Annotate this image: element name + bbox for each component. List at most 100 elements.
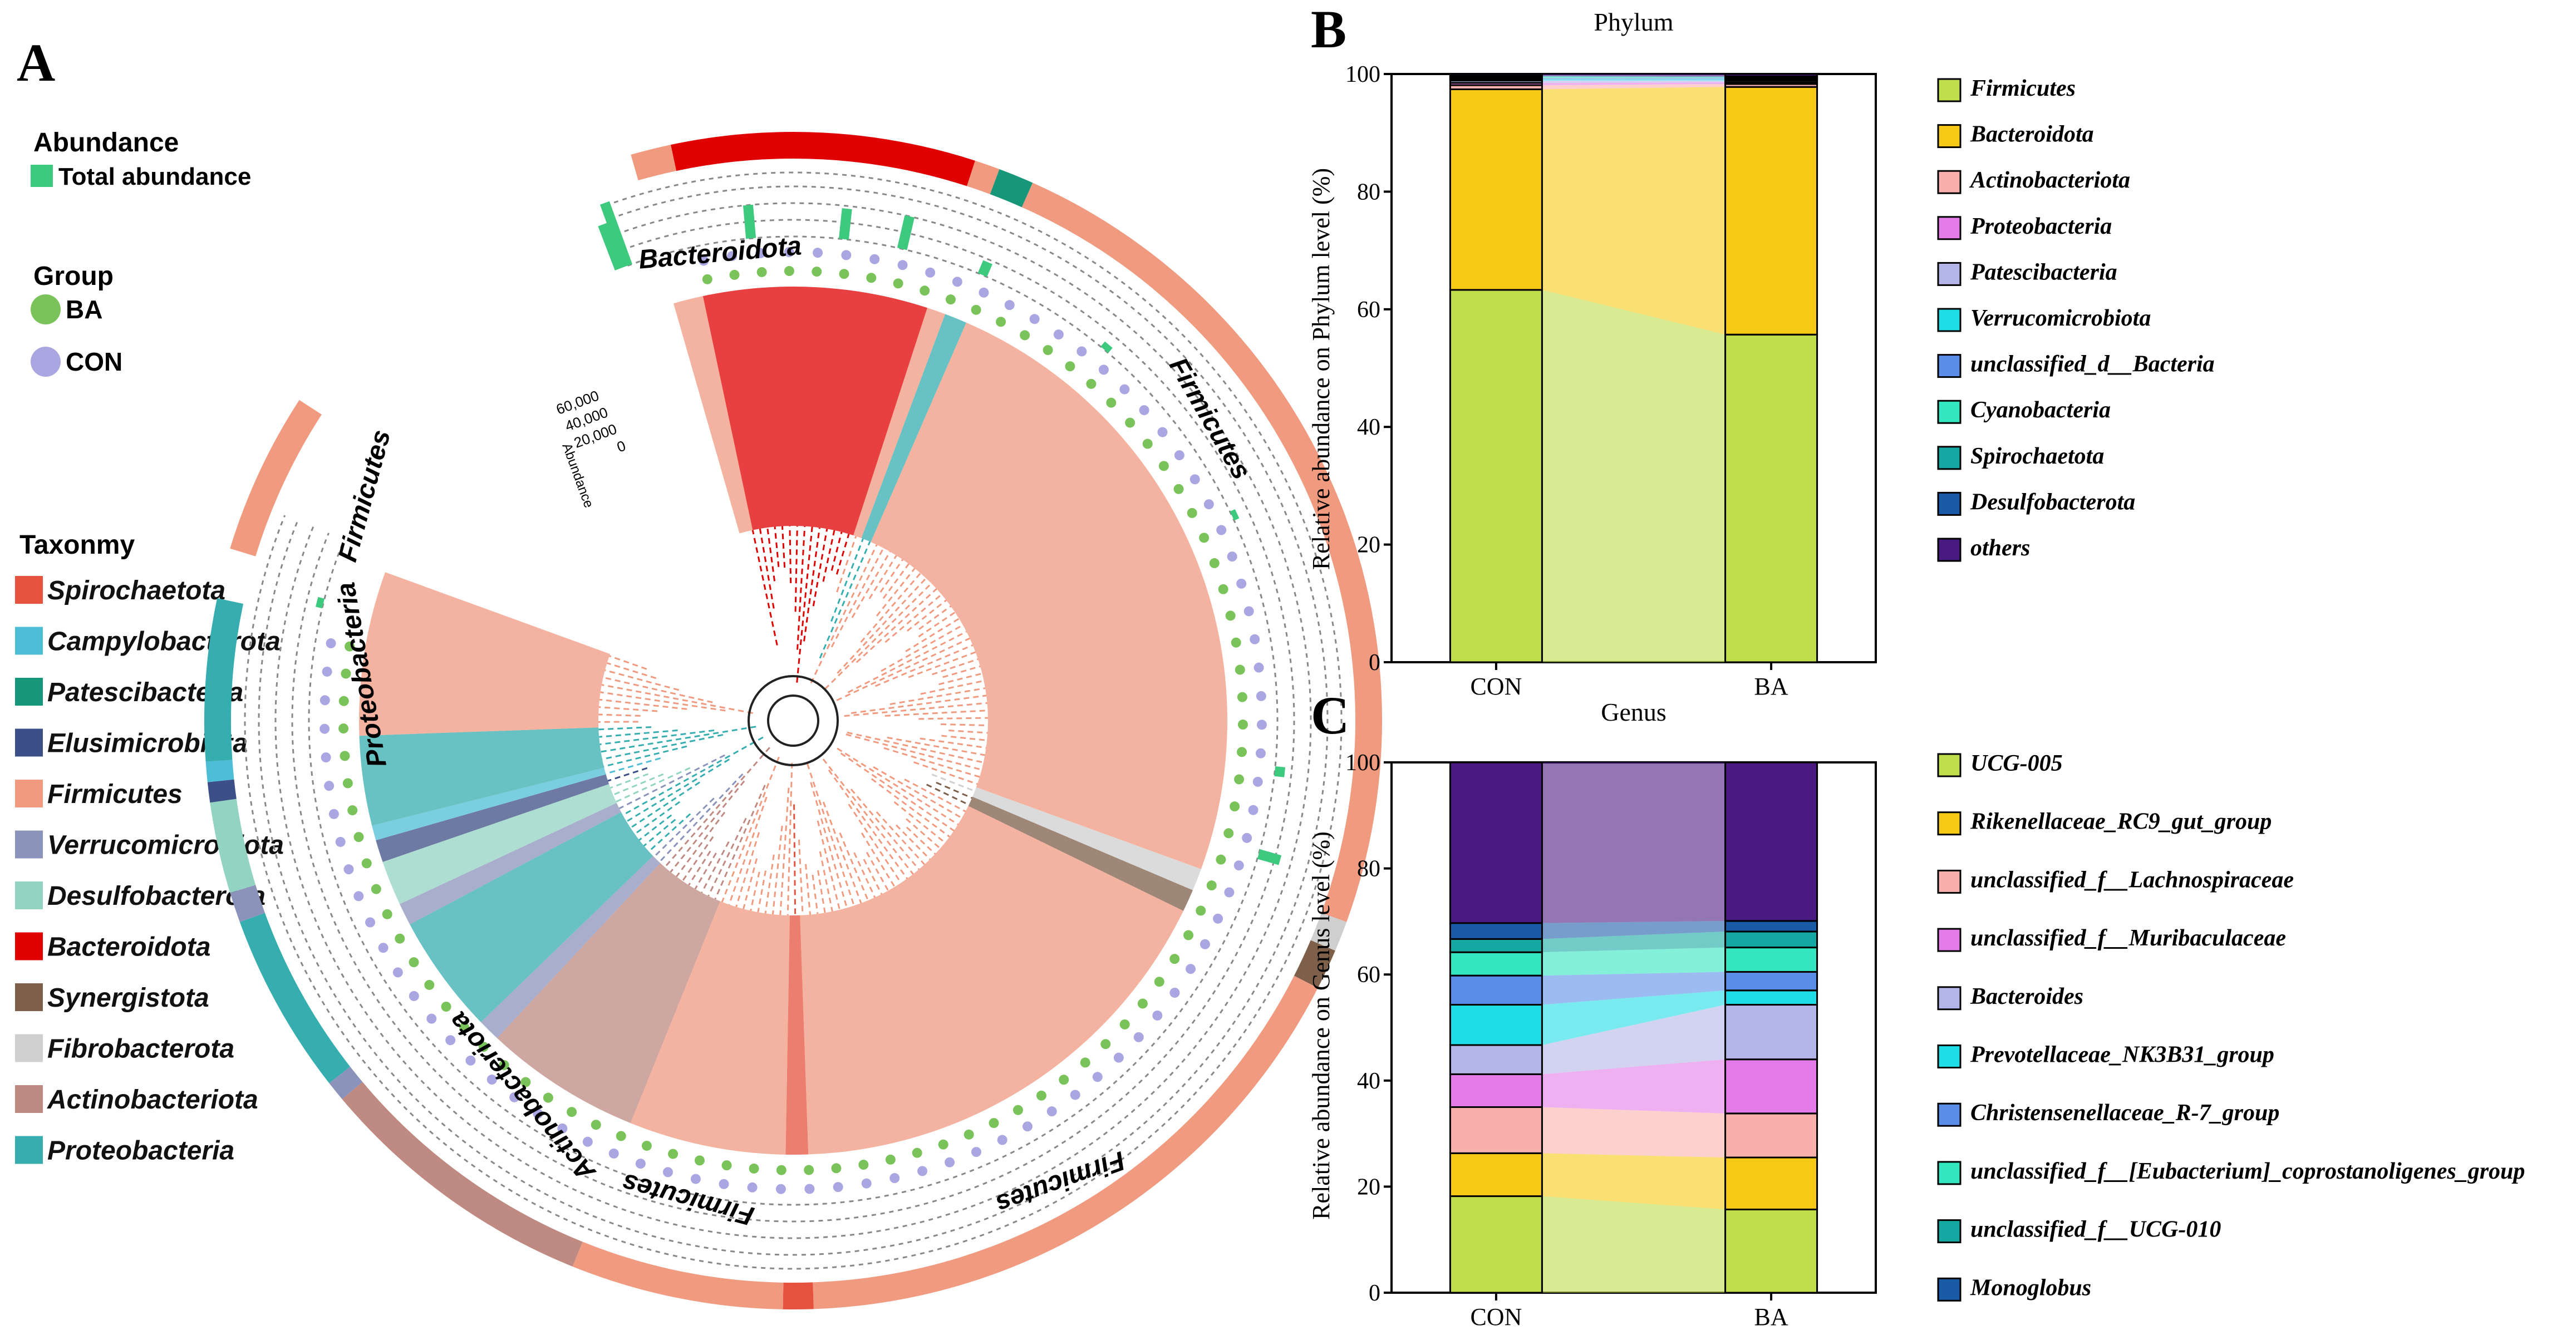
bar-segment-ba-others	[1724, 73, 1818, 77]
phylum-ring-firmicutes	[572, 1242, 784, 1309]
legend-swatch-ucg-005	[1937, 753, 1962, 777]
legend-swatch-unclassified-d-bacteria	[1937, 354, 1962, 378]
group-dot-con	[465, 1055, 476, 1066]
group-dot-ba	[1237, 692, 1247, 702]
group-dot-ba	[395, 933, 405, 944]
group-dot-ba	[1169, 954, 1180, 964]
tree-branch	[908, 651, 976, 678]
tree-branch	[601, 684, 753, 714]
x-tick-label-con: CON	[1470, 673, 1522, 700]
phylum-ring-spirochaetota	[783, 1282, 814, 1309]
group-dot-con	[997, 1135, 1007, 1145]
ribbon-others	[1542, 74, 1725, 77]
bar-segment-ba-unclassified-f-muribaculaceae	[1724, 1058, 1818, 1115]
tree-branch	[599, 729, 715, 746]
tree-branch	[847, 630, 967, 693]
group-dot-ba	[749, 1163, 759, 1174]
group-dot-ba	[1187, 508, 1197, 518]
panel-c-legend: UCG-005 Rikenellaceae_RC9_gut_groupunclas…	[1937, 751, 2525, 1302]
legend-label-patescibacteria: Patescibacteria	[1970, 259, 2117, 285]
clade-sector-actinobacteriota	[497, 863, 720, 1124]
tree-branch	[714, 785, 766, 900]
guide-circle	[244, 171, 1343, 1270]
group-dot-con	[1253, 662, 1264, 673]
x-tick-label-ba: BA	[1754, 673, 1788, 700]
clade-sector-verrucomicrobiota	[480, 856, 661, 1038]
tree-branch	[948, 730, 988, 734]
taxonomy-label-verrucomicrobiota: Verrucomicrobiota	[47, 831, 284, 860]
y-tick-label: 80	[1357, 856, 1380, 882]
group-dot-ba	[1196, 905, 1206, 916]
legend-swatch-others	[1937, 538, 1962, 562]
group-dot-ba	[1235, 664, 1245, 675]
group-dot-con	[486, 1075, 497, 1085]
group-dot-con	[979, 287, 989, 298]
clade-sector-bacteroidota	[702, 287, 928, 536]
tree-branch	[658, 773, 744, 863]
group-dot-con	[1113, 1052, 1124, 1063]
group-dot-con	[775, 1184, 786, 1194]
group-dot-ba	[591, 1120, 601, 1130]
tree-branch	[599, 729, 678, 738]
legend-swatch-spirochaetota	[1937, 446, 1962, 470]
group-dot-ba	[812, 267, 822, 277]
tree-branch	[828, 769, 908, 879]
phylum-ring-elusimicrobiota	[207, 779, 237, 803]
tree-branch	[851, 551, 891, 618]
ribbon-rikenellaceae-rc9-gut-group	[1542, 1153, 1725, 1210]
group-dot-ba	[616, 1131, 626, 1141]
tree-branch	[881, 624, 963, 672]
group-dot-ba	[1237, 747, 1247, 757]
group-dot-ba	[858, 1160, 869, 1170]
taxonomy-label-spirochaetota: Spirochaetota	[47, 576, 225, 605]
phylum-ring-proteobacteria	[239, 913, 351, 1083]
group-dot-con	[1213, 913, 1223, 924]
taxonomy-swatch-fibrobacterota	[15, 1034, 43, 1062]
ribbon-unclassified-f-ucg-010	[1542, 932, 1725, 953]
legend-swatch-unclassified-f-eubacterium-coprostanoligenes-group	[1937, 1161, 1962, 1185]
tree-branch	[844, 702, 987, 717]
tree-branch	[602, 733, 724, 760]
group-dot-ba	[1142, 439, 1153, 449]
group-dot-ba	[1059, 1075, 1069, 1085]
group-dot-ba	[345, 641, 355, 652]
x-tick-label-ba: BA	[1754, 1303, 1788, 1331]
tree-branch	[876, 811, 926, 865]
abundance-bar	[1274, 766, 1286, 777]
group-dot-ba	[729, 269, 740, 280]
legend-label-unclassified-f-muribaculaceae: unclassified_f__Muribaculaceae	[1970, 925, 2286, 951]
group-dot-con	[1255, 748, 1266, 758]
ribbon-unclassified-f-eubacterium-coprostanoligenes-group	[1542, 947, 1725, 976]
clade-sector-desulfobacterota	[382, 784, 617, 904]
bar-segment-ba-others	[1724, 761, 1818, 922]
bar-segment-ba-monoglobus	[1724, 920, 1818, 933]
clade-sector-verrucomicrobiota	[400, 802, 621, 925]
panel-c-y-axis-title: Relative abundance on Genus level (%)	[1307, 831, 1335, 1220]
legend-label-bacteroides: Bacteroides	[1970, 984, 2083, 1009]
group-dot-con	[662, 1167, 673, 1178]
tree-branch	[830, 538, 864, 622]
group-dot-con	[1186, 964, 1196, 974]
tree-branch	[676, 811, 726, 878]
tree-branch	[835, 534, 850, 575]
group-dot-ba	[342, 778, 353, 789]
taxonomy-label-firmicutes: Firmicutes	[47, 780, 183, 809]
group-dot-ba	[499, 1060, 509, 1070]
group-dot-con	[378, 943, 389, 953]
group-dot-con	[1248, 805, 1258, 815]
tree-branch	[926, 784, 970, 806]
group-dot-con	[319, 695, 330, 706]
taxonomy-swatch-proteobacteria	[15, 1136, 43, 1164]
ribbon-unclassified-d-bacteria	[1542, 78, 1725, 80]
taxonomy-label-actinobacteriota: Actinobacteriota	[47, 1085, 258, 1115]
clade-sector-firmicutes	[359, 572, 611, 736]
tree-branch	[803, 528, 820, 642]
y-tick-label: 100	[1345, 62, 1380, 87]
phylum-ring-synergistota	[1294, 940, 1335, 988]
abundance-bar	[599, 201, 632, 268]
group-dot-ba	[839, 269, 849, 279]
legend-label-cyanobacteria: Cyanobacteria	[1970, 397, 2111, 423]
legend-swatch-unclassified-f-muribaculaceae	[1937, 928, 1962, 952]
abundance-legend-title: Abundance	[33, 128, 179, 157]
tree-branch	[601, 726, 756, 753]
